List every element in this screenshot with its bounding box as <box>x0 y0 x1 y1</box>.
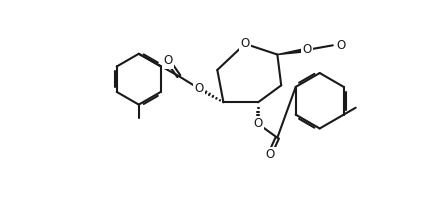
Text: O: O <box>302 43 311 56</box>
Polygon shape <box>277 48 307 55</box>
Text: O: O <box>265 148 274 161</box>
Text: O: O <box>194 82 204 95</box>
Text: O: O <box>240 37 250 50</box>
Text: O: O <box>163 54 173 67</box>
Text: O: O <box>337 39 346 52</box>
Text: O: O <box>254 117 263 130</box>
